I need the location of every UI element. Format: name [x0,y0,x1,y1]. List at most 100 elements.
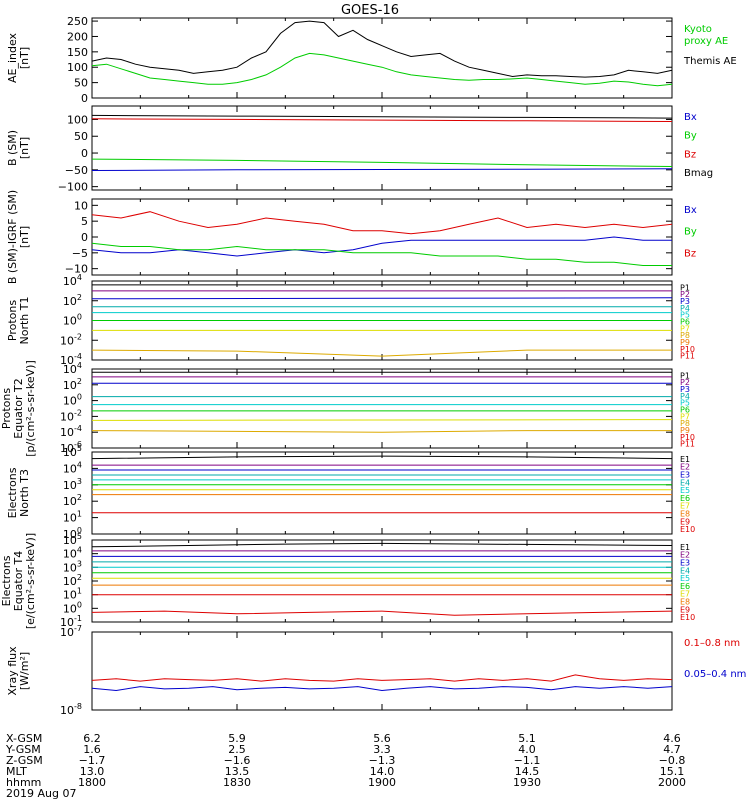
tick-value-xgsm: 4.6 [663,732,681,745]
series-line-p3 [91,297,673,300]
legend-item: P10 [680,433,695,442]
y-tick-label: 103 [63,477,82,492]
y-tick-label: 100 [67,61,88,74]
y-tick-label: 0 [81,147,88,160]
y-axis-label: Xray flux[W/m²] [6,646,31,696]
legend-item: P6 [680,318,690,327]
legend-item: E5 [680,486,690,495]
legend-item: By [684,131,697,142]
y-tick-label: 50 [74,130,88,143]
tick-value-ygsm: 1.6 [83,743,101,756]
date-label: 2019 Aug 07 [6,787,76,800]
tick-value-xgsm: 5.1 [518,732,536,745]
panel-frame [91,451,673,535]
panel-frame [91,368,673,449]
panel-frame [91,198,673,276]
y-tick-label: 10-7 [60,624,82,639]
legend-item: E1 [680,455,690,464]
legend-item: P9 [680,338,690,347]
panel-3: −10 −5 0 5 10 B (SM)-IGRF (SM)[nT] Bx By Bz [6,190,697,284]
legend-item: Kyoto proxy AE [684,24,728,47]
y-tick-label: 150 [67,46,88,59]
panel-1: 0 50 100 150 200 250 AE_index[nT] Kyoto proxy AE… [6,15,737,105]
legend-item: Themis AE [683,56,737,67]
tick-value-hhmm: 1830 [223,776,251,789]
y-tick-label: 10-4 [60,424,82,439]
tick-value-xgsm: 5.9 [228,732,246,745]
y-tick-label: 100 [63,313,82,328]
series-line-0-05-0-4-nm [91,686,673,692]
legend-item: E5 [680,574,690,583]
legend-item: E9 [680,605,690,614]
row-label: Z-GSM [6,754,43,767]
row-label: X-GSM [6,732,42,745]
y-tick-label: 0 [81,92,88,105]
legend-item: 0.05–0.4 nm [684,669,746,680]
y-axis-label: B (SM)-IGRF (SM)[nT] [6,190,31,284]
tick-value-zgsm: −1.7 [79,754,106,767]
series-line-by [91,242,672,266]
y-tick-label: 101 [63,510,82,525]
legend-item: P4 [680,304,690,313]
series-line-e10 [91,610,673,616]
legend-item: 0.1–0.8 nm [684,638,740,649]
legend-item: E10 [680,525,695,534]
y-tick-label: 10 [74,199,88,212]
legend-item: P1 [680,283,690,292]
tick-value-zgsm: −1.1 [514,754,541,767]
y-tick-label: 5 [81,215,88,228]
y-axis-label: ElectronsNorth T3 [6,467,31,518]
legend-item: Bz [684,248,696,259]
chart-title: GOES-16 [341,3,399,18]
y-tick-label: 0 [81,231,88,244]
legend-item: Bx [684,112,697,123]
series-line-bmag [91,114,673,119]
y-tick-label: −5 [72,247,88,260]
y-tick-label: −50 [65,164,88,177]
y-axis-label: ElectronsEquator T4[e/(cm²-s-sr-keV)] [0,533,37,629]
tick-value-xgsm: 6.2 [83,732,101,745]
legend-item: P3 [680,297,690,306]
series-line-bx [91,168,673,171]
y-tick-label: 50 [74,77,88,90]
y-tick-label: 10-2 [60,408,82,423]
legend-item: E10 [680,613,695,622]
series-line-p8 [91,349,672,357]
y-tick-label: 105 [63,444,82,459]
legend-item: P1 [680,371,690,380]
panel-frame [91,105,673,191]
legend-item: P8 [680,331,690,340]
series-line-e1 [91,455,673,460]
legend-item: Bx [684,205,697,216]
tick-value-ygsm: 2.5 [228,743,246,756]
y-tick-label: 104 [63,273,82,288]
tick-value-mlt: 14.5 [515,765,540,778]
tick-value-mlt: 13.0 [80,765,105,778]
y-tick-label: 250 [67,15,88,28]
legend-item: P6 [680,406,690,415]
y-axis-label: AE_index[nT] [6,32,31,83]
y-tick-label: 100 [67,113,88,126]
tick-value-hhmm: 1800 [78,776,106,789]
panel-frame [91,631,673,711]
y-tick-label: 200 [67,30,88,43]
series-line-themis-ae [91,20,673,78]
y-tick-label: −10 [65,263,88,276]
legend-item: Bz [684,149,696,160]
legend-item: P7 [680,324,690,333]
panel-frame [91,539,673,623]
y-tick-label: 10-2 [60,332,82,347]
series-line-bz [91,118,673,122]
y-tick-label: 102 [63,293,82,308]
series-line-0-1-0-8-nm [91,674,673,682]
legend-item: P11 [680,440,695,449]
legend-item: P11 [680,352,695,361]
legend-item: P7 [680,412,690,421]
legend-item: E6 [680,494,690,503]
series-line-kyoto-proxy-ae [91,52,673,87]
legend-item: By [684,227,697,238]
